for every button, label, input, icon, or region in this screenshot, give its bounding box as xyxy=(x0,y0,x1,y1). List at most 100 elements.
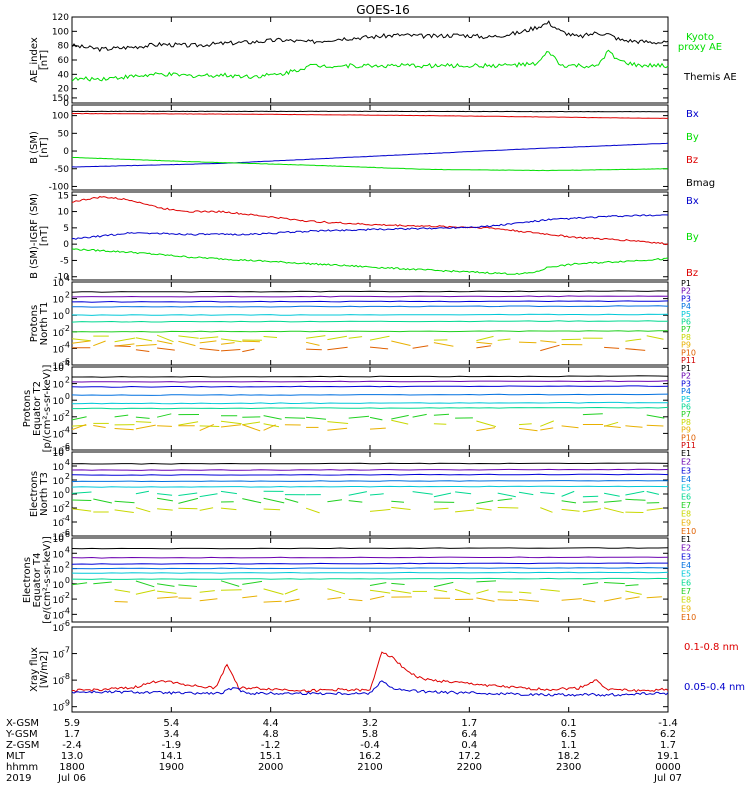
flux-channel-segment xyxy=(71,340,91,344)
flux-channel-segment xyxy=(263,336,278,338)
footer-value: 3.4 xyxy=(163,729,179,740)
flux-channel-segment xyxy=(199,336,219,339)
flux-channel-segment xyxy=(497,492,516,498)
flux-channel-segment xyxy=(263,424,276,431)
flux-channel-segment xyxy=(561,500,577,504)
flux-channel-segment xyxy=(114,414,129,418)
y-axis-label: [e/(cm²-s-sr-keV)] xyxy=(42,536,53,624)
footer-value: 18.2 xyxy=(558,751,580,762)
y-axis-label: [W/m2] xyxy=(39,651,50,688)
channel-legend-entry: E9 xyxy=(681,604,691,613)
flux-channel-segment xyxy=(391,589,411,594)
footer-value: 5.8 xyxy=(362,729,378,740)
y-tick-exponent: 6 xyxy=(65,530,70,539)
flux-channel-segment xyxy=(327,346,348,351)
footer-value: 1.7 xyxy=(64,729,80,740)
channel-legend-entry: P9 xyxy=(681,426,691,435)
footer-value: 1.7 xyxy=(461,718,477,729)
footer-value: 6.4 xyxy=(461,729,477,740)
flux-channel-segment xyxy=(220,589,242,591)
flux-channel-segment xyxy=(646,491,660,495)
flux-channel-segment xyxy=(263,588,284,595)
channel-legend-entry: P9 xyxy=(681,341,691,350)
flux-channel-segment xyxy=(582,501,598,503)
flux-channel-segment xyxy=(625,490,645,496)
flux-channel-segment xyxy=(71,499,92,501)
y-axis-label: [nT] xyxy=(39,137,50,157)
flux-channel-line xyxy=(71,380,669,383)
channel-legend-entry: E4 xyxy=(681,475,691,484)
y-tick-label: 10 xyxy=(53,381,65,391)
channel-legend-entry: P1 xyxy=(681,364,691,373)
footer-value: 1800 xyxy=(59,762,84,773)
channel-legend-entry: E10 xyxy=(681,613,696,622)
y-tick-exponent: 6 xyxy=(65,444,70,453)
panel-frame xyxy=(71,626,669,713)
series-line-bz xyxy=(71,196,669,246)
flux-channel-segment xyxy=(604,492,620,497)
footer-value: -2.4 xyxy=(62,740,82,751)
flux-channel-segment xyxy=(327,499,343,503)
flux-channel-segment xyxy=(497,338,511,341)
y-tick-label: -100 xyxy=(49,182,70,192)
footer-value: 0.1 xyxy=(561,718,577,729)
flux-channel-segment xyxy=(582,508,601,513)
y-tick-label: 10 xyxy=(53,624,65,634)
flux-channel-segment xyxy=(199,493,218,498)
y-tick-label: 10 xyxy=(53,312,65,322)
flux-channel-segment xyxy=(561,508,580,512)
channel-legend-entry: P3 xyxy=(681,379,691,388)
flux-channel-segment xyxy=(199,340,217,344)
flux-channel-segment xyxy=(71,424,87,431)
channel-legend-entry: P10 xyxy=(681,348,696,357)
flux-channel-segment xyxy=(369,335,390,341)
footer-value: -0.4 xyxy=(360,740,380,751)
flux-channel-segment xyxy=(157,493,173,496)
y-tick-label: 10 xyxy=(53,611,65,621)
y-tick-exponent: 0 xyxy=(65,486,70,495)
flux-channel-segment xyxy=(369,595,385,600)
y-tick-label: 100 xyxy=(52,27,69,37)
flux-channel-segment xyxy=(518,599,539,602)
flux-channel-segment xyxy=(135,421,152,423)
flux-channel-segment xyxy=(369,493,384,496)
series-line-bx xyxy=(71,214,669,240)
flux-channel-line xyxy=(71,385,669,388)
channel-legend-entry: E2 xyxy=(681,458,691,467)
flux-channel-segment xyxy=(540,492,555,495)
y-axis-label: Xray flux xyxy=(29,647,40,692)
flux-channel-segment xyxy=(220,349,241,352)
flux-channel-segment xyxy=(646,507,663,511)
legend-entry: Themis AE xyxy=(683,72,737,83)
flux-channel-segment xyxy=(625,584,639,587)
flux-channel-segment xyxy=(327,588,346,595)
flux-channel-segment xyxy=(518,491,534,496)
y-tick-exponent: 4 xyxy=(65,274,70,283)
channel-legend-entry: P7 xyxy=(681,410,691,419)
legend-entry: Kyoto xyxy=(686,32,714,43)
series-line-0-05-0-4-nm xyxy=(71,680,669,697)
legend-entry: Bmag xyxy=(686,178,715,189)
y-tick-label: 10 xyxy=(53,566,65,576)
flux-channel-segment xyxy=(71,338,91,342)
flux-channel-segment xyxy=(220,338,242,343)
y-axis-label: [nT] xyxy=(39,226,50,246)
flux-channel-segment xyxy=(178,584,197,587)
y-tick-label: 10 xyxy=(53,296,65,306)
y-axis-label: B (SM) xyxy=(29,131,40,164)
y-tick-label: 0 xyxy=(63,240,69,250)
channel-legend-entry: P11 xyxy=(681,356,696,365)
flux-channel-segment xyxy=(305,341,320,346)
channel-legend-entry: P7 xyxy=(681,325,691,334)
flux-channel-segment xyxy=(348,491,367,496)
channel-legend-entry: P8 xyxy=(681,333,691,342)
y-axis-label: Equator T2 xyxy=(32,381,43,436)
flux-channel-segment xyxy=(391,582,405,585)
flux-channel-segment xyxy=(242,421,261,426)
flux-channel-segment xyxy=(199,598,218,602)
channel-legend-entry: E8 xyxy=(681,596,691,605)
flux-channel-segment xyxy=(604,582,625,585)
flux-channel-segment xyxy=(625,338,642,342)
series-line-by xyxy=(71,248,669,275)
y-tick-exponent: -4 xyxy=(62,340,70,349)
